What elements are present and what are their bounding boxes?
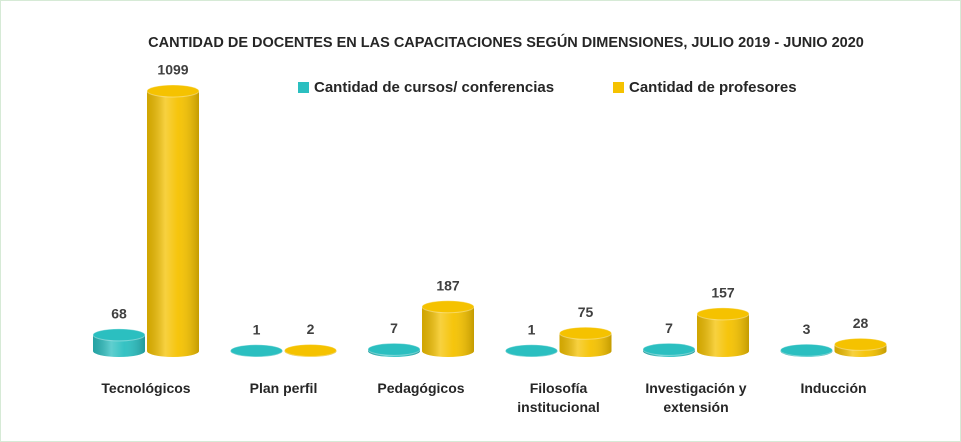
- value-label: 75: [578, 304, 594, 320]
- value-label: 157: [711, 285, 735, 301]
- bar-top: [367, 342, 421, 356]
- x-tick-label: Pedagógicos: [377, 380, 465, 396]
- x-tick-label: Inducción: [800, 380, 867, 396]
- bar: [505, 344, 558, 358]
- legend-label: Cantidad de profesores: [629, 79, 797, 96]
- value-label: 1099: [157, 62, 188, 78]
- value-label: 7: [665, 320, 673, 336]
- bar-top: [642, 342, 696, 356]
- bar: [230, 344, 283, 358]
- bar: [146, 84, 200, 357]
- bar-top: [834, 337, 887, 351]
- legend-swatch: [613, 82, 624, 93]
- bar-top: [505, 344, 558, 358]
- bar: [92, 328, 146, 357]
- value-label: 68: [111, 306, 127, 322]
- value-label: 2: [307, 321, 315, 337]
- bar-shade: [93, 334, 145, 357]
- x-tick-label: Plan perfil: [249, 380, 318, 396]
- bar-top: [92, 328, 146, 342]
- bar-top: [421, 300, 475, 314]
- bar: [780, 343, 833, 357]
- bar-shade: [147, 91, 199, 357]
- bar: [642, 342, 696, 357]
- bar: [284, 344, 337, 358]
- x-tick-label: Investigación y extensión: [645, 380, 747, 415]
- bar-shade: [697, 313, 749, 357]
- bar: [367, 342, 421, 357]
- chart-title: CANTIDAD DE DOCENTES EN LAS CAPACITACION…: [148, 33, 864, 51]
- value-label: 187: [436, 277, 460, 293]
- x-tick-label: Filosofía institucional: [517, 380, 600, 415]
- bar-top: [146, 84, 200, 98]
- legend-swatch: [298, 82, 309, 93]
- legend-label: Cantidad de cursos/ conferencias: [314, 79, 554, 96]
- bar-top: [780, 343, 833, 357]
- bar: [421, 300, 475, 357]
- bar-shade: [422, 306, 474, 357]
- bar-top: [284, 344, 337, 358]
- bar: [834, 337, 887, 357]
- bar: [559, 326, 612, 357]
- bar-top: [696, 307, 750, 321]
- bar-top: [230, 344, 283, 358]
- value-label: 28: [853, 315, 869, 331]
- value-label: 7: [390, 320, 398, 336]
- value-label: 1: [253, 321, 261, 337]
- x-tick-label: Tecnológicos: [101, 380, 191, 396]
- bar-shade: [559, 333, 612, 357]
- value-label: 1: [528, 321, 536, 337]
- bar: [696, 307, 750, 357]
- value-label: 3: [803, 321, 811, 337]
- bar-top: [559, 326, 612, 340]
